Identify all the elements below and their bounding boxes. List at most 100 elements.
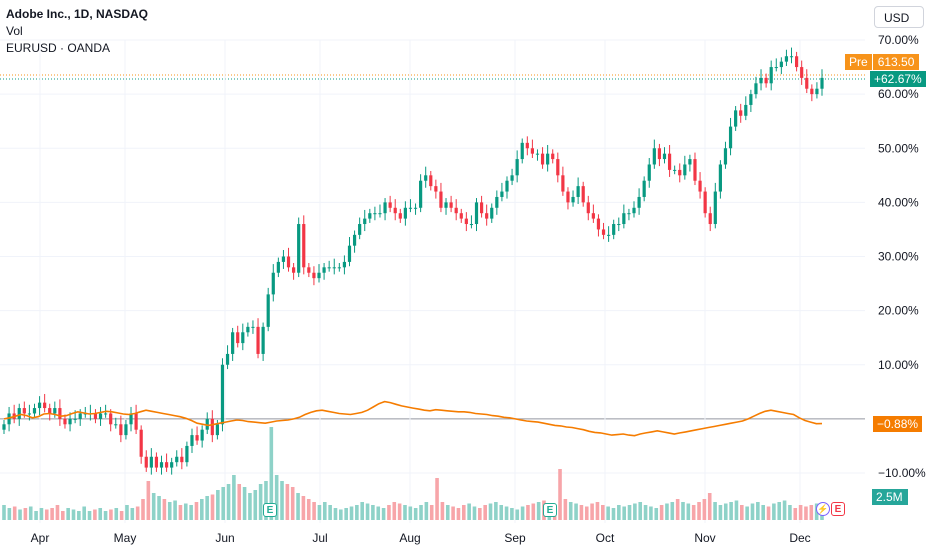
candle-body — [58, 408, 62, 419]
volume-bar — [622, 506, 626, 520]
volume-bar — [654, 508, 659, 520]
candle-body — [210, 418, 214, 436]
volume-bar — [301, 496, 306, 520]
candle-body — [251, 326, 255, 328]
volume-bar — [520, 506, 525, 520]
volume-bar — [686, 503, 691, 520]
candle-body — [256, 326, 260, 354]
legend-volume-label[interactable]: Vol — [6, 24, 23, 38]
volume-bar — [649, 506, 653, 520]
candle-body — [215, 424, 219, 436]
volume-bar — [55, 505, 60, 520]
volume-bar — [317, 505, 322, 520]
candle-body — [815, 88, 819, 95]
volume-bar — [333, 508, 338, 520]
candle-body — [22, 408, 26, 414]
earnings-event-icon[interactable]: E — [263, 503, 277, 517]
volume-bar — [114, 508, 119, 520]
candle-body — [276, 261, 280, 273]
candle-body — [571, 196, 575, 203]
volume-bar — [280, 481, 284, 520]
candle-body — [800, 67, 804, 78]
candle-body — [429, 175, 433, 187]
candle-body — [520, 142, 524, 160]
candle-body — [363, 218, 367, 225]
volume-bar — [397, 503, 402, 520]
candle-body — [373, 213, 377, 215]
volume-bar — [568, 502, 573, 520]
volume-bar — [499, 505, 504, 520]
candle-body — [581, 186, 585, 203]
candle-body — [241, 332, 245, 344]
y-tick-label: 70.00% — [878, 33, 919, 47]
candle-body — [749, 94, 753, 105]
candle-body — [586, 202, 590, 214]
earnings-event-icon[interactable]: E — [831, 502, 845, 516]
volume-bar — [365, 503, 370, 520]
volume-bar — [435, 478, 439, 520]
candle-body — [403, 207, 407, 219]
candle-body — [246, 326, 250, 333]
volume-bar — [526, 505, 530, 520]
candle-body — [332, 267, 336, 269]
candle-body — [617, 224, 621, 226]
volume-bar — [558, 469, 562, 520]
volume-bar — [600, 505, 605, 520]
candle-body — [419, 180, 423, 208]
time-axis: Apr May Jun Jul Aug Sep Oct Nov Dec — [31, 531, 811, 545]
candle-body — [642, 180, 646, 197]
volume-bar — [39, 508, 44, 520]
candle-body — [342, 261, 347, 268]
candle-body — [454, 207, 458, 214]
volume-bar — [510, 508, 514, 520]
volume-bar — [590, 503, 594, 520]
volume-bar — [355, 505, 359, 520]
candle-body — [261, 326, 265, 354]
candle-body — [388, 202, 392, 208]
volume-bar — [151, 493, 156, 520]
volume-bar — [71, 509, 76, 520]
candle-body — [657, 148, 662, 160]
legend-compare-label[interactable]: EURUSD · OANDA — [6, 41, 111, 55]
volume-bar — [344, 508, 348, 520]
candle-body — [424, 175, 428, 181]
volume-bar — [109, 509, 113, 520]
candle-body — [292, 267, 296, 273]
volume-bar — [713, 502, 717, 520]
volume-bar — [232, 475, 236, 520]
volume-bar — [718, 505, 723, 520]
volume-bar — [617, 505, 621, 520]
candle-body — [393, 207, 397, 214]
currency-button[interactable]: USD — [874, 6, 924, 28]
volume-bar — [419, 505, 423, 520]
y-tick-label: 30.00% — [878, 250, 919, 264]
candle-body — [683, 164, 687, 176]
x-tick-label: Dec — [789, 531, 810, 545]
volume-bar — [745, 506, 749, 520]
candle-body — [479, 202, 484, 214]
candle-body — [678, 169, 682, 176]
volume-bar — [633, 503, 637, 520]
candle-body — [525, 142, 529, 149]
candle-body — [170, 462, 174, 468]
volume-bar — [339, 509, 343, 520]
volume-bar — [461, 505, 466, 520]
volume-bar — [670, 502, 675, 520]
volume-bar — [189, 505, 193, 520]
candle-body — [368, 213, 372, 219]
volume-bar — [376, 506, 381, 520]
lightning-event-icon[interactable]: ⚡ — [816, 502, 830, 516]
volume-bars — [2, 427, 824, 520]
volume-bar — [392, 502, 397, 520]
candle-body — [703, 191, 707, 214]
volume-bar — [119, 511, 124, 520]
volume-bar — [697, 502, 701, 520]
volume-bar — [157, 496, 161, 520]
candle-body — [231, 332, 235, 354]
earnings-event-icon[interactable]: E — [543, 503, 557, 517]
volume-bar — [173, 500, 177, 520]
legend-title[interactable]: Adobe Inc., 1D, NASDAQ — [6, 7, 149, 21]
candle-body — [647, 164, 651, 181]
candle-body — [688, 159, 692, 165]
